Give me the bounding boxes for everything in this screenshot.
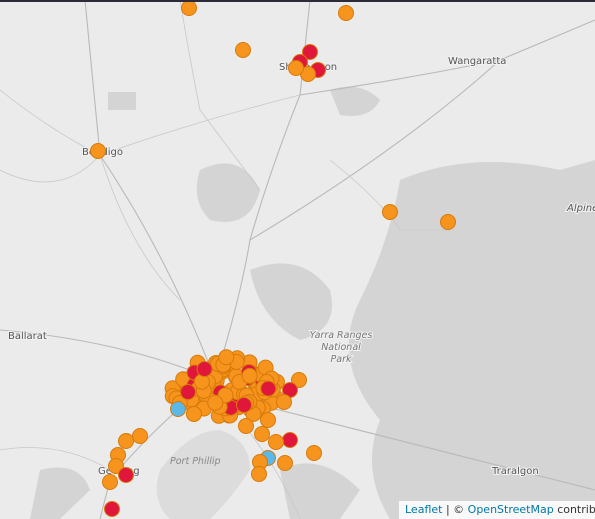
marker[interactable] xyxy=(251,466,267,482)
marker[interactable] xyxy=(338,5,354,21)
park-label: Yarra Ranges xyxy=(310,330,373,341)
place-label: Alpine xyxy=(566,203,595,214)
attribution: Leaflet | © OpenStreetMap contributors xyxy=(399,501,595,519)
terrain xyxy=(30,86,595,519)
marker[interactable] xyxy=(181,0,197,16)
separator: | © xyxy=(445,503,465,516)
leaflet-link[interactable]: Leaflet xyxy=(405,503,443,516)
marker[interactable] xyxy=(241,367,258,384)
marker[interactable] xyxy=(118,433,134,449)
marker[interactable] xyxy=(180,384,196,400)
marker[interactable] xyxy=(382,204,398,220)
park-label: National xyxy=(321,342,361,353)
marker[interactable] xyxy=(254,426,270,442)
marker[interactable] xyxy=(277,455,293,471)
markers xyxy=(90,0,456,517)
place-label: Traralgon xyxy=(491,466,539,477)
marker[interactable] xyxy=(282,432,298,448)
place-label: Ballarat xyxy=(8,331,47,342)
marker[interactable] xyxy=(236,397,252,413)
marker[interactable] xyxy=(440,214,456,230)
place-label: Wangaratta xyxy=(448,56,506,67)
marker[interactable] xyxy=(260,380,277,397)
water-label: Port Phillip xyxy=(170,456,221,467)
marker[interactable] xyxy=(238,418,254,434)
marker[interactable] xyxy=(108,458,124,474)
marker[interactable] xyxy=(196,360,213,377)
top-border xyxy=(0,0,595,2)
marker[interactable] xyxy=(276,394,292,410)
marker[interactable] xyxy=(170,401,186,417)
port-phillip-bay xyxy=(156,430,250,519)
park-label: Park xyxy=(331,354,352,365)
marker[interactable] xyxy=(268,434,284,450)
marker[interactable] xyxy=(235,42,251,58)
marker[interactable] xyxy=(291,372,307,388)
marker[interactable] xyxy=(90,143,106,159)
marker[interactable] xyxy=(302,44,318,60)
marker[interactable] xyxy=(102,474,118,490)
marker[interactable] xyxy=(185,405,202,422)
attribution-text: contributors xyxy=(557,503,595,516)
marker[interactable] xyxy=(104,501,120,517)
marker[interactable] xyxy=(218,349,235,366)
marker[interactable] xyxy=(288,60,304,76)
marker[interactable] xyxy=(207,394,224,411)
marker[interactable] xyxy=(306,445,322,461)
marker[interactable] xyxy=(118,467,134,483)
marker[interactable] xyxy=(260,412,276,428)
osm-link[interactable]: OpenStreetMap xyxy=(467,503,554,516)
marker[interactable] xyxy=(132,428,148,444)
